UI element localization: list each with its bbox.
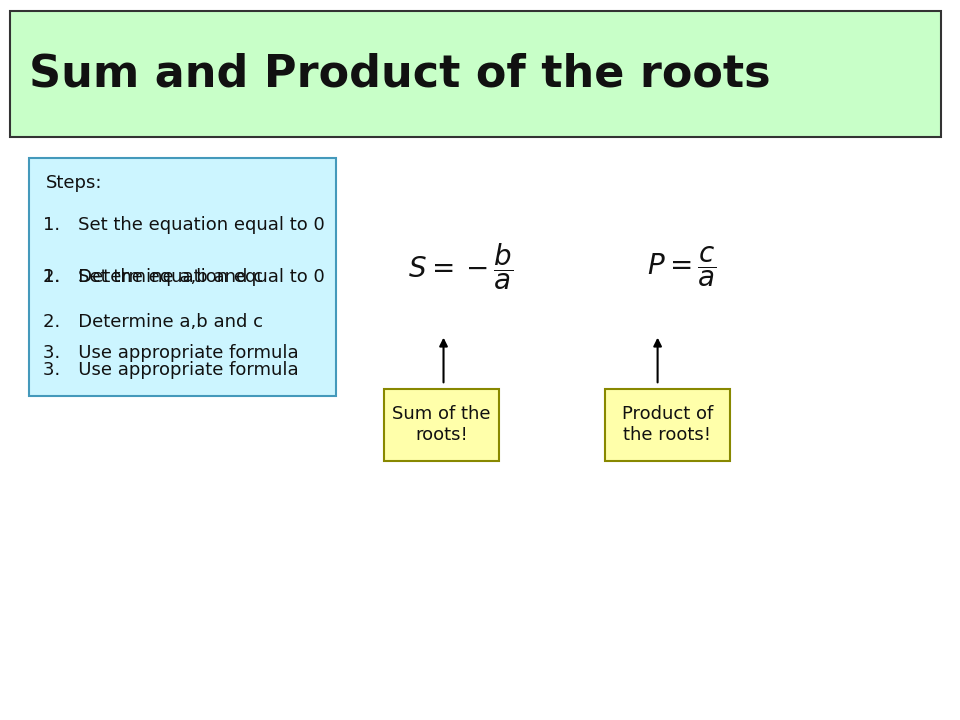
Text: Sum and Product of the roots: Sum and Product of the roots [29, 53, 771, 95]
FancyBboxPatch shape [29, 158, 336, 396]
FancyBboxPatch shape [10, 11, 941, 137]
Text: $S = -\dfrac{b}{a}$: $S = -\dfrac{b}{a}$ [408, 241, 514, 292]
Text: 1.  Set the equation equal to 0: 1. Set the equation equal to 0 [43, 216, 324, 234]
Text: 2.  Determine a,b and c: 2. Determine a,b and c [43, 313, 263, 331]
Text: $P = \dfrac{c}{a}$: $P = \dfrac{c}{a}$ [647, 244, 716, 289]
Text: 2.  Determine a,b and c: 2. Determine a,b and c [43, 268, 263, 286]
Text: Product of
the roots!: Product of the roots! [621, 405, 713, 444]
FancyBboxPatch shape [605, 389, 730, 461]
Text: Steps:: Steps: [46, 174, 103, 192]
FancyBboxPatch shape [384, 389, 499, 461]
Text: 3.  Use appropriate formula: 3. Use appropriate formula [43, 361, 299, 379]
Text: 1.  Set the equation equal to 0: 1. Set the equation equal to 0 [43, 268, 324, 286]
Text: Sum of the
roots!: Sum of the roots! [393, 405, 491, 444]
Text: 3.  Use appropriate formula: 3. Use appropriate formula [43, 344, 299, 362]
